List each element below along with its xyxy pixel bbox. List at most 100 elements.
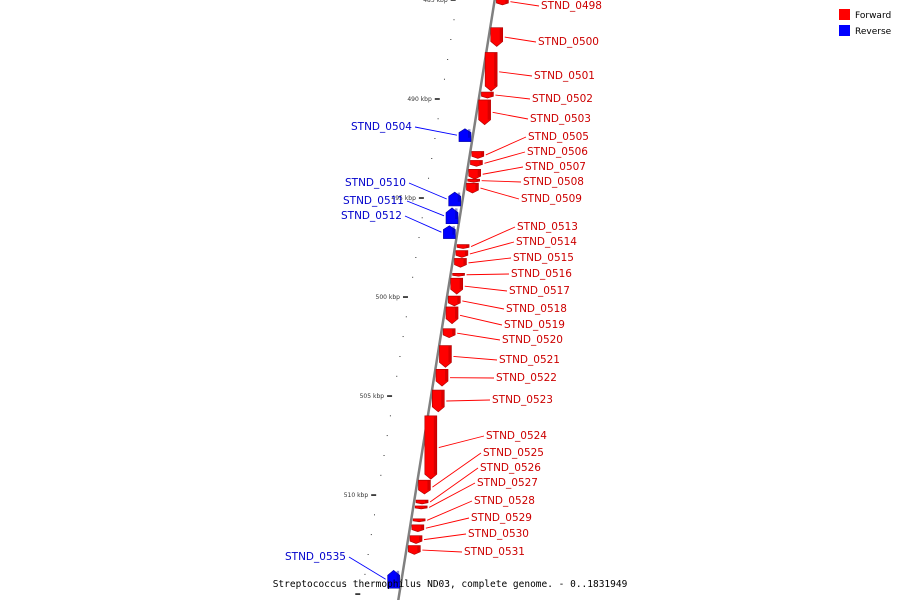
gene-shade [463,258,466,265]
kbp-ticks: 485 kbp 490 kbp 495 kbp 500 kbp 505 kbp 510 k… [344,0,456,595]
gene-label-leader [484,151,526,164]
gene-stnd_0531[interactable] [408,545,421,555]
gene-stnd_0512[interactable] [443,225,456,239]
gene-label-stnd_0520[interactable]: STND_0520 [502,334,563,346]
gene-label-leader [482,166,524,175]
gene-stnd_0506[interactable] [470,160,483,167]
gene-stnd_0525[interactable] [418,479,431,495]
gene-shade [466,245,469,248]
gene-stnd_0527[interactable] [414,505,428,510]
gene-stnd_0526[interactable] [415,499,429,505]
legend-swatch-reverse [839,25,850,36]
kbp-tick-label: 495 kbp [391,195,416,202]
kbp-tick-label: 490 kbp [407,96,432,103]
gene-label-stnd_0516[interactable]: STND_0516 [511,268,572,280]
gene-label-leader [495,94,531,100]
gene-stnd_0513[interactable] [456,244,470,249]
gene-label-stnd_0501[interactable]: STND_0501 [534,70,595,82]
gene-label-stnd_0529[interactable]: STND_0529 [471,512,532,524]
gene-label-leader [468,257,512,264]
gene-label-stnd_0519[interactable]: STND_0519 [504,319,565,331]
gene-stnd_0509[interactable] [466,182,479,194]
gene-stnd_0500[interactable] [490,27,504,47]
gene-shade [475,183,478,191]
gene-stnd_0503[interactable] [478,99,491,126]
gene-stnd_0523[interactable] [431,389,445,413]
gene-stnd_0511[interactable] [445,207,459,225]
gene-label-leader [453,355,498,361]
gene-label-stnd_0521[interactable]: STND_0521 [499,354,560,366]
gene-label-stnd_0514[interactable]: STND_0514 [516,236,577,248]
gene-shade [420,525,424,530]
gene-stnd_0520[interactable] [442,328,456,338]
gene-label-stnd_0518[interactable]: STND_0518 [506,303,567,315]
gene-stnd_0518[interactable] [448,295,461,307]
gene-stnd_0515[interactable] [454,258,467,268]
gene-stnd_0498[interactable] [496,0,509,6]
gene-stnd_0505[interactable] [471,151,485,159]
gene-label-stnd_0504[interactable]: STND_0504 [351,121,412,133]
gene-stnd_0522[interactable] [435,369,449,387]
gene-label-stnd_0513[interactable]: STND_0513 [517,221,578,233]
gene-label-leader [438,435,485,448]
gene-stnd_0524[interactable] [424,415,438,480]
strand-legend: Forward Reverse [839,9,892,37]
gene-stnd_0535[interactable] [387,569,400,589]
gene-stnd_0504[interactable] [458,128,472,142]
gene-stnd_0530[interactable] [409,535,423,544]
gene-label-leader [446,399,491,402]
gene-stnd_0502[interactable] [481,91,494,99]
kbp-tick-label: 485 kbp [423,0,448,4]
gene-label-stnd_0527[interactable]: STND_0527 [477,477,538,489]
gene-shade [427,480,430,490]
gene-label-stnd_0515[interactable]: STND_0515 [513,252,574,264]
gene-shade [452,329,455,335]
gene-label-stnd_0500[interactable]: STND_0500 [538,36,599,48]
gene-label-stnd_0503[interactable]: STND_0503 [530,113,591,125]
gene-label-leader [492,111,529,120]
gene-label-stnd_0523[interactable]: STND_0523 [492,394,553,406]
gene-label-leader [510,1,540,7]
gene-stnd_0528[interactable] [412,518,426,523]
gene-label-stnd_0530[interactable]: STND_0530 [468,528,529,540]
gene-stnd_0516[interactable] [452,272,465,277]
gene-stnd_0517[interactable] [450,277,464,295]
gene-stnd_0510[interactable] [448,191,462,207]
gene-label-stnd_0531[interactable]: STND_0531 [464,546,525,558]
kbp-tick-label: 505 kbp [360,393,385,400]
gene-label-stnd_0511[interactable]: STND_0511 [343,195,404,207]
gene-stnd_0521[interactable] [439,345,452,368]
gene-shade [479,160,482,165]
gene-shade [459,278,463,290]
gene-shade [445,369,448,382]
gene-label-stnd_0528[interactable]: STND_0528 [474,495,535,507]
gene-label-stnd_0509[interactable]: STND_0509 [521,193,582,205]
gene-label-stnd_0526[interactable]: STND_0526 [480,462,541,474]
gene-label-leader [459,314,503,326]
gene-stnd_0508[interactable] [467,178,480,183]
gene-label-stnd_0535[interactable]: STND_0535 [285,551,346,563]
gene-label-stnd_0507[interactable]: STND_0507 [525,161,586,173]
gene-label-stnd_0512[interactable]: STND_0512 [341,210,402,222]
gene-label-leader [480,187,520,200]
gene-stnd_0507[interactable] [468,168,481,180]
gene-label-leader [466,273,510,276]
gene-shade [461,273,465,276]
gene-label-leader [404,215,442,233]
gene-label-stnd_0506[interactable]: STND_0506 [527,146,588,158]
gene-stnd_0514[interactable] [455,250,469,258]
gene-label-stnd_0522[interactable]: STND_0522 [496,372,557,384]
gene-label-stnd_0508[interactable]: STND_0508 [523,176,584,188]
gene-stnd_0501[interactable] [484,52,498,92]
gene-label-stnd_0502[interactable]: STND_0502 [532,93,593,105]
gene-label-stnd_0517[interactable]: STND_0517 [509,285,570,297]
gene-stnd_0529[interactable] [411,524,425,533]
gene-label-stnd_0498[interactable]: STND_0498 [541,0,602,12]
gene-label-stnd_0524[interactable]: STND_0524 [486,430,547,442]
gene-stnd_0519[interactable] [445,306,459,325]
gene-label-stnd_0525[interactable]: STND_0525 [483,447,544,459]
gene-label-stnd_0505[interactable]: STND_0505 [528,131,589,143]
gene-label-stnd_0510[interactable]: STND_0510 [345,177,406,189]
gene-shade [455,307,458,319]
gene-label-leader [429,467,479,503]
